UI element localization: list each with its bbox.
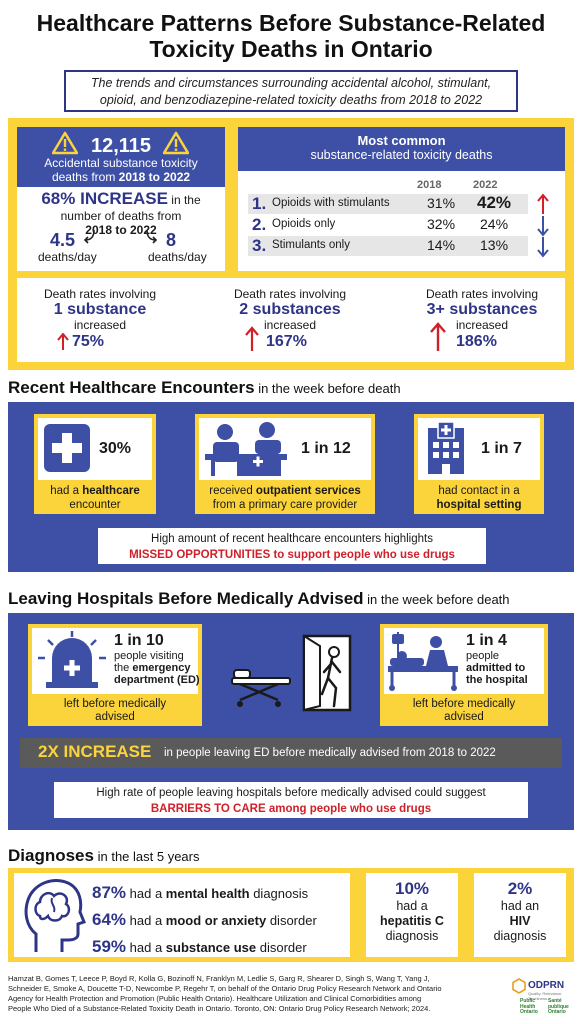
title-line-1: Healthcare Patterns Before Substance-Rel… xyxy=(36,10,546,36)
reference-text: Hamzat B, Gomes T, Leece P, Boyd R, Koll… xyxy=(8,974,442,1013)
warning-icon xyxy=(163,131,189,155)
list-item: 59% had a substance use disorder xyxy=(92,937,307,956)
subtitle-box: The trends and circumstances surrounding… xyxy=(64,70,518,112)
hospital-building-icon xyxy=(428,422,464,474)
death-rates-panel xyxy=(17,278,565,362)
death-rate-3-pct: 186% xyxy=(456,333,497,350)
page-title: Healthcare Patterns Before Substance-Rel… xyxy=(0,10,582,62)
odprn-logo: ODPRN xyxy=(528,980,565,991)
arrow-down-icon xyxy=(537,216,549,237)
table-row: 3. Stimulants only 14% 13% xyxy=(252,236,509,255)
brain-head-icon xyxy=(24,879,86,952)
arrow-up-icon xyxy=(430,322,446,351)
ed-stat-block: 1 in 10 people visiting the emergency de… xyxy=(114,632,200,686)
table-row: 2. Opioids only 32% 24% xyxy=(252,215,509,234)
title-line-2: Toxicity Deaths in Ontario xyxy=(149,36,433,62)
odprn-tagline: Quality. Relevance. Timeliness. xyxy=(528,991,563,1001)
encounter-label-1: had a healthcare encounter xyxy=(50,485,140,511)
encounter-label-2: received outpatient services from a prim… xyxy=(209,485,361,511)
pho-logo-fr: Santé publique Ontario xyxy=(548,998,569,1015)
total-deaths-number: 12,115 xyxy=(90,135,152,157)
diagnoses-main-card xyxy=(14,873,350,957)
death-rate-1: Death rates involving 1 substance increa… xyxy=(43,287,157,332)
diagnoses-heading: Diagnoses in the last 5 years xyxy=(8,846,200,865)
leaving-note: High rate of people leaving hospitals be… xyxy=(54,782,528,818)
doctor-desk-icon xyxy=(205,422,287,476)
encounter-stat-1: 30% xyxy=(99,440,132,457)
increase-block: 68% INCREASE in the number of deaths fro… xyxy=(17,189,225,238)
arrow-up-icon xyxy=(537,193,549,214)
year-2018-header: 2018 xyxy=(417,179,442,191)
arrow-up-icon xyxy=(57,333,69,350)
increase-2x: 2X INCREASE xyxy=(38,742,152,761)
diagnoses-list: 87% had a mental health diagnosis 64% ha… xyxy=(92,880,317,961)
pho-logo-en: Public Health Ontario xyxy=(520,998,538,1015)
most-common-header: Most common substance-related toxicity d… xyxy=(238,127,565,171)
stretcher-exit-icon xyxy=(231,634,352,712)
siren-icon xyxy=(38,631,106,688)
encounter-label-3: had contact in a hospital setting xyxy=(436,485,522,511)
most-common-heading-2: substance-related toxicity deaths xyxy=(310,148,493,162)
warning-icon xyxy=(52,131,78,155)
per-day-label: deaths/day xyxy=(38,250,97,264)
most-common-heading-1: Most common xyxy=(357,133,446,148)
table-row: 1. Opioids with stimulants 31% 42% xyxy=(252,193,512,213)
ed-caption: left before medically advised xyxy=(63,698,167,723)
subtitle-line-1: The trends and circumstances surrounding… xyxy=(90,76,492,90)
total-deaths-label-2: deaths from 2018 to 2022 xyxy=(51,170,191,184)
increase-2x-text: in people leaving ED before medically ad… xyxy=(164,747,496,759)
encounters-heading: Recent Healthcare Encounters in the week… xyxy=(8,378,401,397)
year-2022-header: 2022 xyxy=(473,179,498,191)
death-rate-3: Death rates involving 3+ substances incr… xyxy=(425,287,539,332)
list-item: 64% had a mood or anxiety disorder xyxy=(92,910,317,929)
increase-line-3: 2018 to 2022 xyxy=(85,223,157,237)
curved-arrow-icon xyxy=(83,229,95,244)
hiv-card: 2% had an HIV diagnosis xyxy=(474,873,566,957)
rate-2022: 8 xyxy=(166,230,177,250)
odprn-logo-icon xyxy=(512,978,526,994)
increase-line-2: number of deaths from xyxy=(60,209,182,223)
hospital-bed-icon xyxy=(388,632,458,691)
encounters-note: High amount of recent healthcare encount… xyxy=(98,528,486,564)
table-row xyxy=(248,236,528,256)
per-day-label: deaths/day xyxy=(148,250,207,264)
subtitle-line-2: opioid, and benzodiazepine-related toxic… xyxy=(99,93,483,107)
hepatitis-card: 10% had a hepatitis C diagnosis xyxy=(366,873,458,957)
increase-big: 68% INCREASE xyxy=(41,189,168,208)
admitted-stat-block: 1 in 4 people admitted to the hospital xyxy=(466,632,528,686)
table-row xyxy=(248,194,528,214)
total-deaths-label-1: Accidental substance toxicity xyxy=(44,156,198,170)
total-deaths-box: 12,115 Accidental substance toxicity dea… xyxy=(17,127,225,187)
rate-2018: 4.5 xyxy=(50,230,76,250)
death-rate-2-pct: 167% xyxy=(266,333,307,350)
curved-arrow-icon xyxy=(146,229,158,244)
death-rate-2: Death rates involving 2 substances incre… xyxy=(233,287,347,332)
leaving-heading: Leaving Hospitals Before Medically Advis… xyxy=(8,589,510,608)
list-item: 87% had a mental health diagnosis xyxy=(92,883,309,902)
admitted-caption: left before medically advised xyxy=(412,698,516,723)
death-rate-1-pct: 75% xyxy=(72,333,105,350)
arrow-up-icon xyxy=(245,326,259,351)
encounter-stat-3: 1 in 7 xyxy=(481,440,522,457)
arrow-down-icon xyxy=(537,237,549,258)
medical-cross-icon xyxy=(44,424,90,472)
encounter-stat-2: 1 in 12 xyxy=(301,440,351,457)
increase-bar: 2X INCREASE in people leaving ED before … xyxy=(20,738,562,768)
